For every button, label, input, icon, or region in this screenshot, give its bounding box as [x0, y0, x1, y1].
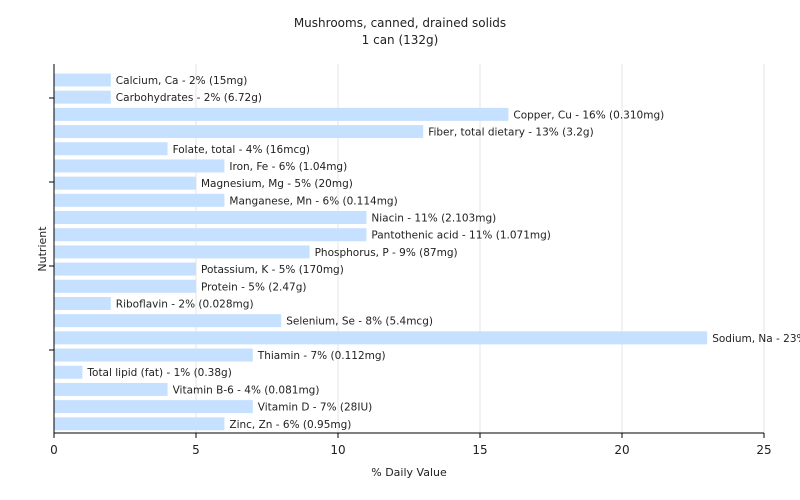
bar — [54, 228, 367, 242]
x-tick-label: 5 — [192, 443, 200, 457]
x-tick-label: 10 — [330, 443, 345, 457]
bar — [54, 279, 196, 293]
x-tick-label: 20 — [614, 443, 629, 457]
bar-label: Phosphorus, P - 9% (87mg) — [315, 247, 458, 259]
bar-label: Copper, Cu - 16% (0.310mg) — [513, 109, 664, 121]
bar-label: Iron, Fe - 6% (1.04mg) — [229, 161, 347, 173]
bar-label: Zinc, Zn - 6% (0.95mg) — [229, 419, 351, 431]
chart-subtitle: 1 can (132g) — [362, 33, 439, 47]
bar — [54, 142, 168, 156]
x-tick-label: 25 — [756, 443, 771, 457]
bar — [54, 193, 225, 207]
bar — [54, 348, 253, 362]
bars — [54, 73, 708, 431]
bar — [54, 365, 83, 379]
bar-label: Sodium, Na - 23% (561mg) — [712, 333, 800, 345]
bar — [54, 159, 225, 173]
bar-label: Fiber, total dietary - 13% (3.2g) — [428, 127, 593, 139]
bar-label: Magnesium, Mg - 5% (20mg) — [201, 178, 353, 190]
bar-label: Folate, total - 4% (16mcg) — [173, 144, 310, 156]
bar-label: Manganese, Mn - 6% (0.114mg) — [229, 195, 397, 207]
bar — [54, 107, 509, 121]
bar-label: Calcium, Ca - 2% (15mg) — [116, 75, 248, 87]
bar — [54, 314, 282, 328]
bar-label: Vitamin D - 7% (28IU) — [258, 402, 372, 414]
bar-label: Carbohydrates - 2% (6.72g) — [116, 92, 262, 104]
x-tick-label: 15 — [472, 443, 487, 457]
bar — [54, 400, 253, 414]
bar-label: Niacin - 11% (2.103mg) — [371, 213, 496, 225]
bar-label: Potassium, K - 5% (170mg) — [201, 264, 344, 276]
bar-label: Riboflavin - 2% (0.028mg) — [116, 298, 254, 310]
x-tick-labels: 0 5 10 15 20 25 — [50, 443, 771, 457]
bar — [54, 331, 708, 345]
bar — [54, 73, 111, 87]
bar-labels: Calcium, Ca - 2% (15mg) Carbohydrates - 2… — [86, 75, 800, 431]
bar-label: Selenium, Se - 8% (5.4mcg) — [286, 316, 433, 328]
axes — [49, 64, 765, 438]
y-axis-title: Nutrient — [36, 226, 49, 272]
bar — [54, 296, 111, 310]
bar-label: Thiamin - 7% (0.112mg) — [257, 350, 386, 362]
bar-label: Protein - 5% (2.47g) — [201, 281, 307, 293]
x-tick-label: 0 — [50, 443, 58, 457]
bar — [54, 90, 111, 104]
bar — [54, 176, 196, 190]
bar — [54, 417, 225, 431]
bar — [54, 382, 168, 396]
chart-title: Mushrooms, canned, drained solids — [294, 16, 506, 30]
x-axis-title: % Daily Value — [371, 466, 447, 479]
bar — [54, 262, 196, 276]
bar — [54, 245, 310, 259]
bar — [54, 125, 424, 139]
bar-label: Pantothenic acid - 11% (1.071mg) — [371, 230, 550, 242]
bar-label: Total lipid (fat) - 1% (0.38g) — [86, 367, 231, 379]
bar — [54, 211, 367, 225]
bar-label: Vitamin B-6 - 4% (0.081mg) — [173, 384, 320, 396]
